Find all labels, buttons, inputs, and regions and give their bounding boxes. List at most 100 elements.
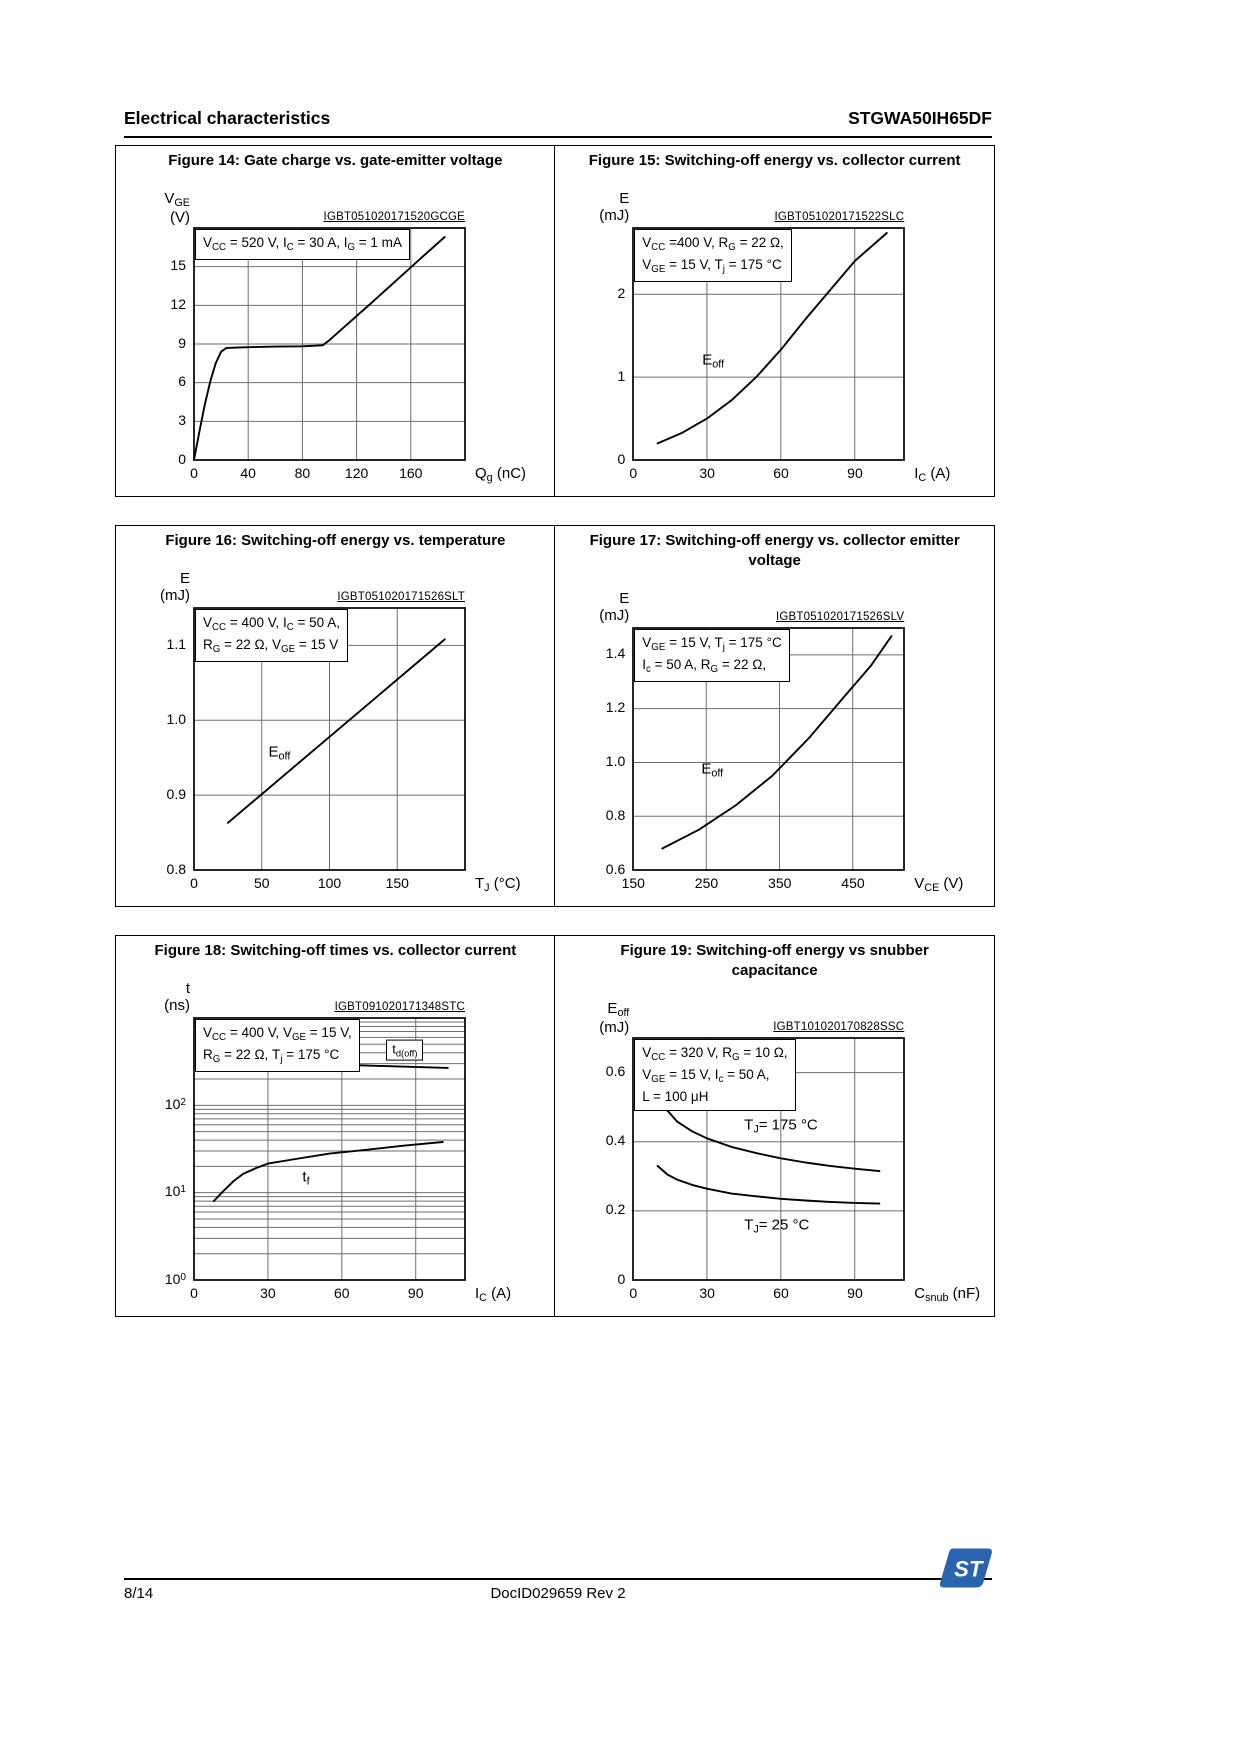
x-tick-label: 60 [773, 1284, 789, 1301]
st-logo-text: ST [954, 1556, 985, 1581]
y-tick-label: 0 [617, 450, 626, 467]
x-tick-label: 60 [334, 1284, 350, 1301]
curve-label: Eoff [268, 743, 291, 763]
x-tick-label: 80 [294, 464, 311, 481]
y-tick-label: 101 [164, 1183, 186, 1200]
eoff-25C-curve [656, 1164, 881, 1205]
figure-16: Figure 16: Switching-off energy vs. temp… [115, 525, 556, 907]
y-tick-label: 0 [617, 1270, 626, 1287]
plot-watermark: IGBT051020171522SLC [774, 210, 905, 223]
x-tick-label: 60 [773, 464, 789, 481]
y-tick-label: 15 [170, 257, 186, 274]
y-tick-label: 12 [170, 296, 186, 313]
figure-18: Figure 18: Switching-off times vs. colle… [115, 935, 556, 1317]
x-tick-label: 120 [344, 464, 369, 481]
y-tick-label: 0.6 [605, 860, 626, 877]
figure-row-2: Figure 16: Switching-off energy vs. temp… [115, 525, 995, 907]
x-tick-label: 450 [841, 874, 865, 891]
x-tick-label: 90 [407, 1284, 424, 1301]
y-tick-label: 100 [164, 1270, 186, 1287]
footer-rule [124, 1578, 992, 1580]
y-tick-label: 1.0 [166, 711, 186, 728]
x-tick-label: 30 [260, 1284, 276, 1301]
x-tick-label: 150 [621, 874, 645, 891]
x-tick-label: 30 [699, 464, 715, 481]
y-tick-label: 9 [178, 334, 186, 351]
x-tick-label: 100 [317, 874, 342, 891]
plot-watermark: IGBT091020171348STC [334, 1000, 465, 1013]
eoff-vs-temperature [226, 638, 446, 824]
conditions-box: VCC = 320 V, RG = 10 Ω, VGE = 15 V, Ic = … [634, 1038, 796, 1112]
curve-label: TJ= 175 °C [744, 1116, 818, 1136]
st-logo-svg: ST [939, 1548, 992, 1588]
x-tick-label: 160 [399, 464, 423, 481]
fig14-svg [193, 226, 466, 461]
header-section-title: Electrical characteristics [124, 108, 331, 128]
fig18-svg [193, 1016, 466, 1281]
y-tick-label: 0.8 [166, 860, 186, 877]
y-tick-label: 0.8 [605, 806, 626, 823]
page-number: 8/14 [124, 1585, 154, 1602]
eoff-175C-curve [656, 1093, 881, 1172]
y-axis-label: E (mJ) [599, 189, 630, 225]
x-tick-label: 250 [694, 874, 719, 891]
figure-14: Figure 14: Gate charge vs. gate-emitter … [115, 145, 556, 497]
y-axis-label: Eoff (mJ) [599, 999, 630, 1037]
y-axis-label: t (ns) [164, 979, 190, 1015]
x-tick-label: 30 [699, 1284, 715, 1301]
conditions-box: VCC = 400 V, VGE = 15 V, RG = 22 Ω, Tj = … [195, 1018, 360, 1072]
figure-row-3: Figure 18: Switching-off times vs. colle… [115, 935, 995, 1317]
y-tick-label: 1.0 [605, 753, 626, 770]
figure-16-title: Figure 16: Switching-off energy vs. temp… [165, 532, 506, 549]
y-tick-label: 2 [617, 285, 626, 302]
curve-label: TJ= 25 °C [744, 1216, 810, 1236]
x-tick-label: 90 [847, 464, 863, 481]
x-tick-label: 40 [240, 464, 256, 481]
gate-charge-curve [193, 235, 446, 461]
figure-17-title: Figure 17: Switching-off energy vs. coll… [589, 532, 960, 569]
y-tick-label: 0.4 [605, 1132, 626, 1149]
figure-row-1: Figure 14: Gate charge vs. gate-emitter … [115, 145, 995, 497]
curve-label: Eoff [701, 760, 724, 780]
plot-watermark: IGBT051020171520GCGE [323, 210, 465, 223]
y-tick-label: 1.4 [605, 645, 626, 662]
eoff-vs-collector-current [656, 231, 888, 445]
fig16-svg [193, 606, 466, 871]
figure-19: Figure 19: Switching-off energy vs snubb… [554, 935, 995, 1317]
fig17-svg [632, 626, 906, 871]
x-tick-label: 0 [190, 1284, 198, 1301]
figure-16-chart: 0 50 100 150 0.8 0.9 1.0 1.1 E (mJ) TJ (°C) IGBT051… [116, 552, 555, 906]
figure-18-chart: 0 30 60 90 100 101 102 t (ns) IC (A) IGBT091020171… [116, 962, 555, 1316]
conditions-box: VGE = 15 V, Tj = 175 °C Ic = 50 A, RG = 2… [634, 628, 790, 682]
plot-watermark: IGBT051020171526SLT [337, 590, 465, 603]
y-tick-label: 3 [178, 412, 186, 429]
plot-watermark: IGBT101020170828SSC [773, 1020, 905, 1033]
header-rule [124, 136, 992, 138]
y-tick-label: 1 [617, 367, 626, 384]
figure-15-title: Figure 15: Switching-off energy vs. coll… [588, 152, 961, 169]
x-tick-label: 0 [190, 464, 198, 481]
y-axis-label: E (mJ) [599, 589, 630, 624]
x-tick-label: 50 [253, 874, 270, 891]
y-tick-label: 1.1 [166, 636, 186, 653]
figure-15-chart: 0 30 60 90 0 1 2 E (mJ) IC (A) IGBT051020171522SLC… [555, 172, 994, 496]
y-tick-label: 0.6 [605, 1063, 626, 1080]
figure-19-chart: 0 30 60 90 0 0.2 0.4 0.6 Eoff (mJ) Csnub (nF) IGBT1… [555, 982, 994, 1316]
x-tick-label: 0 [629, 464, 638, 481]
st-logo-shape [939, 1548, 992, 1588]
eoff-vs-vce [661, 634, 893, 850]
header-part-number: STGWA50IH65DF [848, 108, 992, 128]
figure-19-title: Figure 19: Switching-off energy vs snubb… [620, 942, 929, 979]
y-tick-label: 0.9 [166, 785, 186, 802]
x-tick-label: 150 [385, 874, 409, 891]
tf-curve [212, 1140, 444, 1202]
y-axis-label: VGE (V) [164, 189, 190, 227]
x-axis-label: IC (A) [914, 464, 951, 485]
curve-label: tf [302, 1168, 310, 1189]
doc-id: DocID029659 Rev 2 [490, 1585, 626, 1602]
x-tick-label: 350 [768, 874, 792, 891]
figure-17-chart: 150 250 350 450 0.6 0.8 1.0 1.2 1.4 E (mJ) VCE (V) I… [555, 572, 994, 906]
x-tick-label: 0 [190, 874, 198, 891]
figure-17: Figure 17: Switching-off energy vs. coll… [554, 525, 995, 907]
plot-watermark: IGBT051020171526SLV [775, 610, 905, 623]
